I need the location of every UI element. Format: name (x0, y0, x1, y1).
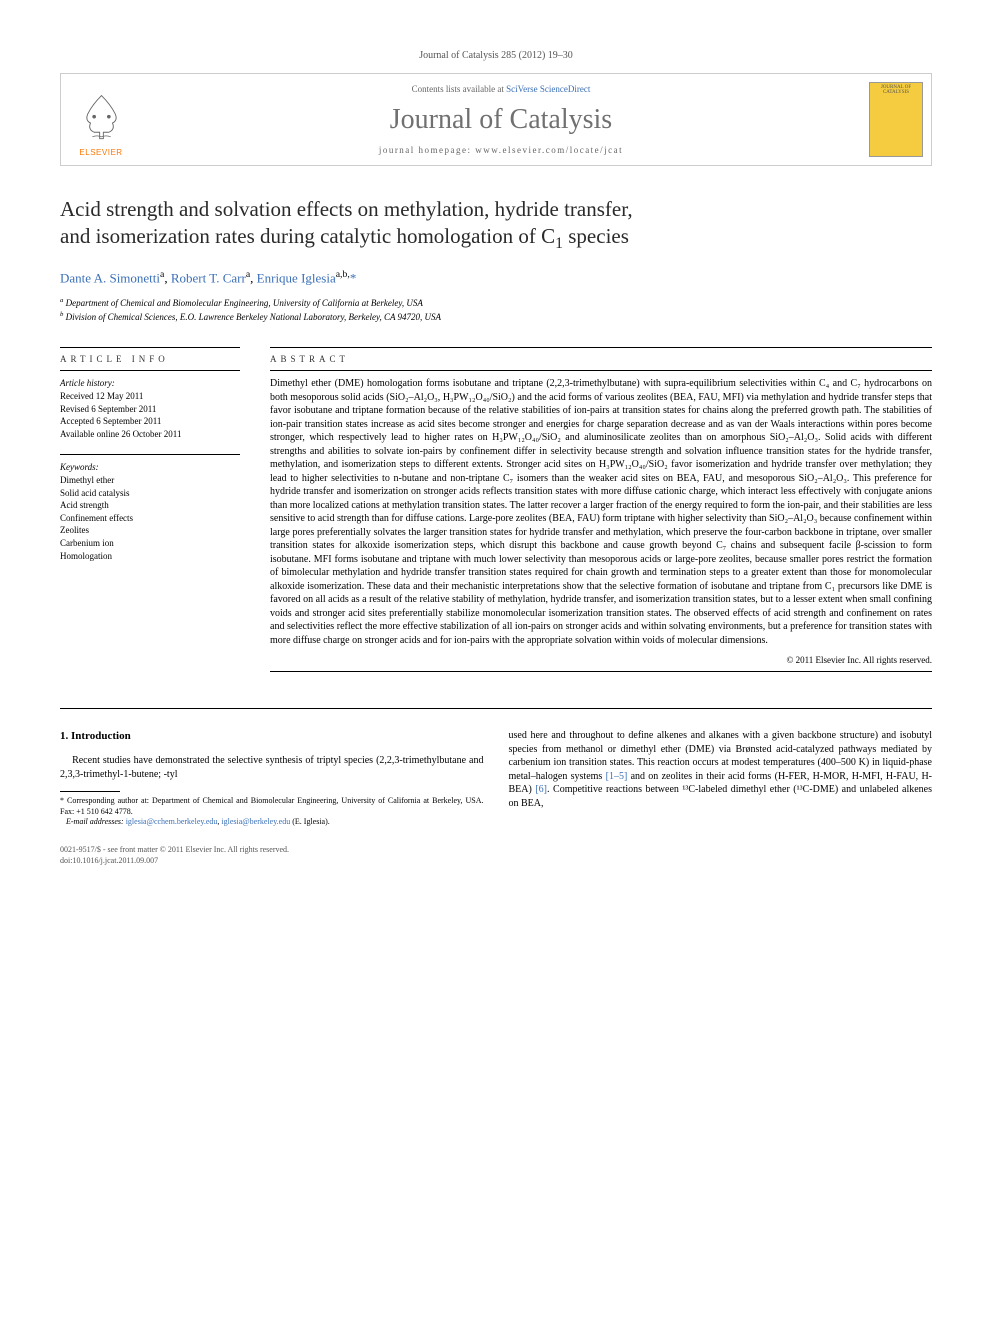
contents-prefix: Contents lists available at (412, 84, 506, 94)
keywords-block: Keywords: Dimethyl ether Solid acid cata… (60, 461, 240, 562)
contents-available: Contents lists available at SciVerse Sci… (141, 84, 861, 94)
footnote-separator (60, 791, 120, 792)
aff-mark-a: a (60, 297, 63, 304)
keyword-3: Confinement effects (60, 512, 240, 525)
journal-header-box: ELSEVIER Contents lists available at Sci… (60, 73, 932, 166)
keyword-6: Homologation (60, 550, 240, 563)
ref-link-6[interactable]: [6] (535, 784, 547, 795)
left-para-text: Recent studies have demonstrated the sel… (60, 755, 484, 780)
affiliation-a: a Department of Chemical and Biomolecula… (60, 296, 932, 310)
body-two-column: 1. Introduction Recent studies have demo… (60, 729, 932, 827)
author-3-aff: a,b, (336, 269, 350, 280)
history-online: Available online 26 October 2011 (60, 428, 240, 441)
abstract-copyright: © 2011 Elsevier Inc. All rights reserved… (270, 655, 932, 665)
email-2[interactable]: iglesia@berkeley.edu (221, 817, 290, 826)
corresponding-mark[interactable]: * (350, 270, 357, 285)
author-2-aff: a (246, 269, 250, 280)
journal-homepage: journal homepage: www.elsevier.com/locat… (141, 145, 861, 155)
right-column: used here and throughout to define alken… (509, 729, 933, 827)
header-center: Contents lists available at SciVerse Sci… (141, 74, 861, 165)
title-line1: Acid strength and solvation effects on m… (60, 197, 633, 221)
ref-link-1-5[interactable]: [1–5] (606, 771, 628, 782)
footer-doi: doi:10.1016/j.jcat.2011.09.007 (60, 856, 932, 866)
info-abstract-row: ARTICLE INFO Article history: Received 1… (60, 341, 932, 678)
title-line2: and isomerization rates during catalytic… (60, 224, 555, 248)
history-label: Article history: (60, 377, 240, 390)
author-1-aff: a (160, 269, 164, 280)
keywords-label: Keywords: (60, 461, 240, 474)
intro-paragraph-right: used here and throughout to define alken… (509, 729, 933, 810)
history-accepted: Accepted 6 September 2011 (60, 415, 240, 428)
elsevier-tree-icon (74, 91, 129, 146)
journal-cover-thumb: JOURNAL OF CATALYSIS (861, 74, 931, 165)
publisher-name: ELSEVIER (79, 148, 122, 157)
author-2[interactable]: Robert T. Carr (171, 270, 246, 285)
email-1[interactable]: iglesia@cchem.berkeley.edu (126, 817, 218, 826)
aff-mark-b: b (60, 311, 63, 318)
keyword-2: Acid strength (60, 499, 240, 512)
aff-text-a: Department of Chemical and Biomolecular … (66, 298, 423, 308)
article-history: Article history: Received 12 May 2011 Re… (60, 377, 240, 440)
affiliation-b: b Division of Chemical Sciences, E.O. La… (60, 310, 932, 324)
cover-image: JOURNAL OF CATALYSIS (869, 82, 923, 157)
history-received: Received 12 May 2011 (60, 390, 240, 403)
title-after: species (563, 224, 629, 248)
corr-author-text: * Corresponding author at: Department of… (60, 796, 484, 817)
author-1[interactable]: Dante A. Simonetti (60, 270, 160, 285)
homepage-prefix: journal homepage: (379, 145, 475, 155)
corresponding-footnote: * Corresponding author at: Department of… (60, 796, 484, 827)
history-revised: Revised 6 September 2011 (60, 403, 240, 416)
author-list: Dante A. Simonettia, Robert T. Carra, En… (60, 269, 932, 286)
abstract-label: ABSTRACT (270, 354, 932, 364)
journal-name: Journal of Catalysis (141, 104, 861, 136)
keyword-0: Dimethyl ether (60, 474, 240, 487)
footer-issn: 0021-9517/$ - see front matter © 2011 El… (60, 845, 932, 855)
keyword-4: Zeolites (60, 524, 240, 537)
email-after: (E. Iglesia). (290, 817, 330, 826)
title-subscript: 1 (555, 235, 563, 252)
keyword-1: Solid acid catalysis (60, 487, 240, 500)
affiliations: a Department of Chemical and Biomolecula… (60, 296, 932, 323)
introduction-heading: 1. Introduction (60, 729, 484, 744)
keyword-5: Carbenium ion (60, 537, 240, 550)
article-info-label: ARTICLE INFO (60, 354, 240, 364)
abstract-text: Dimethyl ether (DME) homologation forms … (270, 377, 932, 647)
abstract-column: ABSTRACT Dimethyl ether (DME) homologati… (270, 341, 932, 678)
homepage-url[interactable]: www.elsevier.com/locate/jcat (475, 145, 623, 155)
article-title: Acid strength and solvation effects on m… (60, 196, 932, 255)
left-column: 1. Introduction Recent studies have demo… (60, 729, 484, 827)
page-footer: 0021-9517/$ - see front matter © 2011 El… (60, 845, 932, 866)
aff-text-b: Division of Chemical Sciences, E.O. Lawr… (66, 312, 441, 322)
author-3[interactable]: Enrique Iglesia (257, 270, 336, 285)
publisher-logo-block: ELSEVIER (61, 74, 141, 165)
article-info-column: ARTICLE INFO Article history: Received 1… (60, 341, 240, 678)
sciencedirect-link[interactable]: SciVerse ScienceDirect (506, 84, 590, 94)
right-para-3: . Competitive reactions between ¹³C-labe… (509, 784, 933, 809)
citation-header: Journal of Catalysis 285 (2012) 19–30 (60, 50, 932, 61)
email-label: E-mail addresses: (66, 817, 126, 826)
intro-paragraph-left: Recent studies have demonstrated the sel… (60, 754, 484, 781)
email-line: E-mail addresses: iglesia@cchem.berkeley… (60, 817, 484, 827)
